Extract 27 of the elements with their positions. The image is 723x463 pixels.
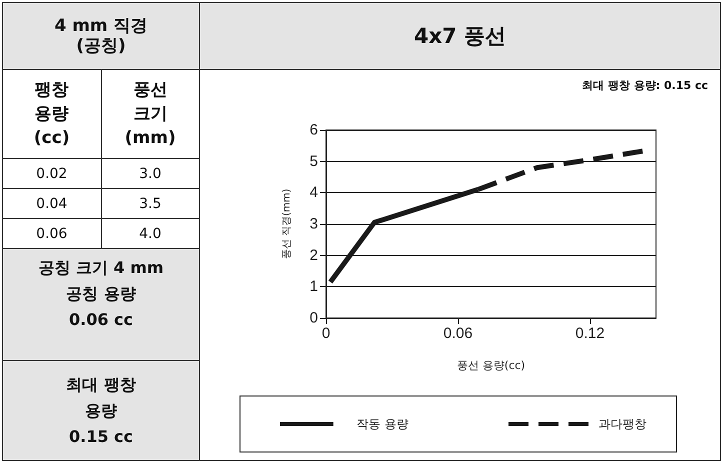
text: 4.0 [138,224,162,244]
x-axis-title: 풍선 용량(cc) [456,359,526,372]
text: 0.02 [3,159,102,188]
chart-title: 4x7 풍선 [200,3,720,70]
y-tick-label: 0 [310,310,318,326]
y-tick-label: 6 [310,122,318,138]
text: 공칭 크기 4 mm 공칭 용량 0.06 cc [3,249,199,361]
text: 3.5 [138,194,162,214]
x-tick-label: 0.06 [443,325,473,342]
text: 0.04 [3,189,102,218]
x-tick-label: 0.12 [575,325,605,342]
y-axis-title: 풍선 직경(mm) [282,188,292,260]
text: 최대 팽창 용량 0.15 cc [3,361,199,460]
y-tick-label: 3 [310,216,318,232]
legend-label: 작동 용량 [356,417,408,431]
y-tick-label: 1 [310,278,318,296]
chart-subtitle: 최대 팽창 용량: 0.15 cc [582,78,708,93]
x-tick-label: 0 [322,325,330,342]
text: 팽창 용량 (cc) [3,70,102,158]
text: 4 mm 직경 (공칭) [3,3,199,70]
y-tick-label: 5 [310,152,318,170]
y-tick-label: 4 [310,184,318,202]
text: 3.0 [138,164,162,184]
legend-label: 과다팽창 [598,417,646,431]
y-tick-label: 2 [310,246,318,264]
text: 풍선 크기 (mm) [124,79,177,150]
text: 0.06 [3,219,102,248]
